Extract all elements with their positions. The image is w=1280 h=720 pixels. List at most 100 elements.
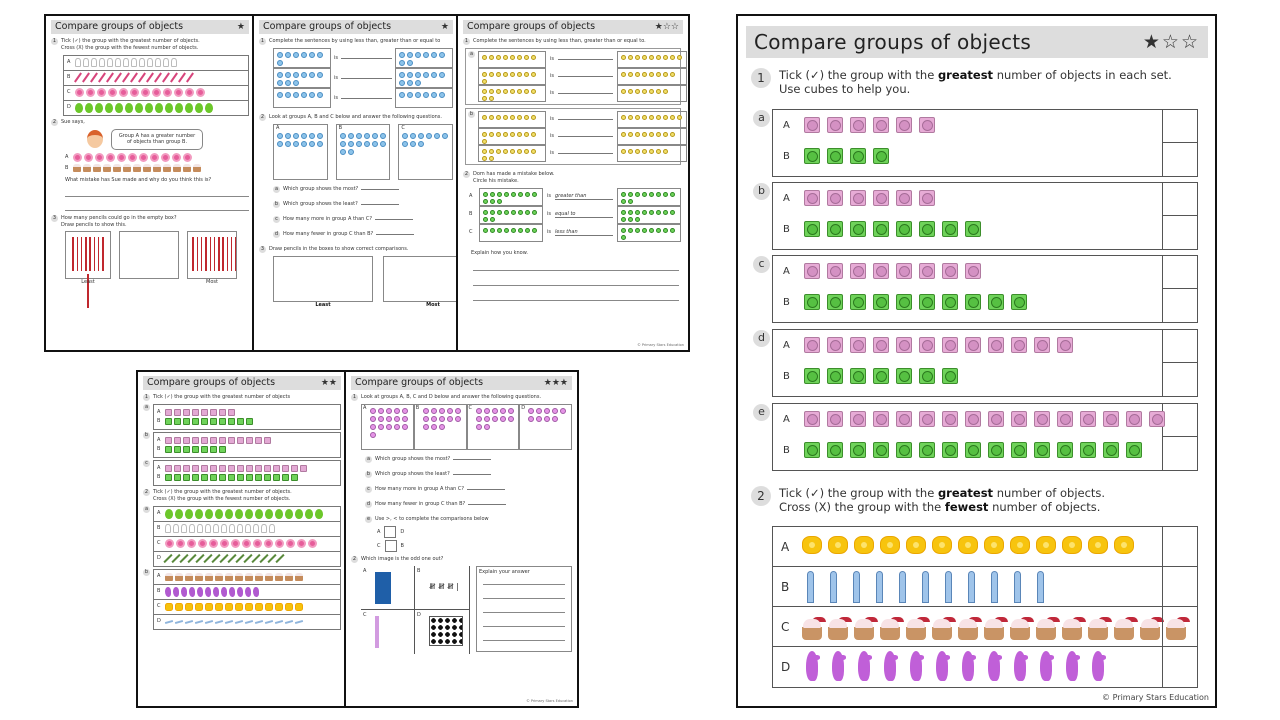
bunny-icon [181,524,187,533]
cube-set-b: b A B [753,182,1198,250]
cupcake-icon [153,164,161,172]
tick-box[interactable] [1162,647,1197,687]
balloon-icon [245,508,253,519]
seahorse-icon [853,651,875,683]
answer-line[interactable] [452,474,491,475]
answer-line[interactable] [468,504,507,505]
answer-line[interactable] [558,119,613,120]
tick-box-A[interactable] [1163,256,1197,289]
set-label: a [753,110,770,127]
bunny-icon [173,524,179,533]
is-label: is [547,229,551,236]
balloon-icon [165,102,173,113]
tick-box-B[interactable] [1163,143,1197,176]
answer-line[interactable] [467,489,506,490]
dot-p-icon [378,408,384,414]
question-text: Draw pencils in the boxes to show correc… [269,246,409,252]
tick-box-B[interactable] [1163,363,1197,396]
cupcake-icon [931,614,953,640]
answer-line[interactable] [558,93,613,94]
cube-row: A [157,465,337,472]
worksheet-3: Compare groups of objects ★☆☆ 1 Complete t… [456,14,690,352]
sub-question-label: c [365,486,372,493]
answer-line[interactable] [558,153,613,154]
worksheet-title: Compare groups of objects [467,20,596,32]
answer-line[interactable] [376,234,415,235]
dot-b-icon [430,72,437,78]
explain-box[interactable]: Explain your answer [476,566,572,652]
tick-box-A[interactable] [1163,330,1197,363]
dot-y-icon [628,149,633,154]
answer-line[interactable] [558,59,613,60]
cupcake-icon [173,164,181,172]
cube-icon [201,474,208,481]
answer-line[interactable] [361,189,400,190]
dot-b-icon [398,72,405,78]
draw-box-most[interactable] [383,256,458,302]
tick-box-B[interactable] [1163,437,1197,470]
question-text: Draw pencils to show this. [61,221,127,228]
tick-box[interactable] [1162,527,1197,566]
answer-line[interactable] [360,204,399,205]
bunny-icon [91,58,97,67]
answer-line[interactable] [473,262,679,272]
sub-question: c How many more in group A than C? [273,216,453,223]
answer-line[interactable] [341,57,392,59]
dot-b-icon [438,92,445,98]
dot-group [478,111,546,128]
tick-box-A[interactable] [1163,110,1197,143]
answer-box[interactable] [384,540,397,552]
tick-box-A[interactable] [1163,183,1197,216]
pflower-icon [220,539,229,548]
copyright: © Primary Stars Education [1102,693,1209,702]
draw-box-least[interactable] [273,256,373,302]
answer-line[interactable] [375,219,414,220]
tick-boxes [1162,330,1197,396]
cube-icon [965,221,981,237]
cube-icon [1103,411,1119,427]
dot-b-icon [301,133,307,139]
cube-row-A: A [783,337,1073,353]
answer-line[interactable] [65,189,249,197]
cupcake-icon [175,572,183,581]
image-D: D [415,610,469,654]
answer-line[interactable] [341,97,392,99]
flower-icon [1061,536,1083,557]
tick-box[interactable] [1162,567,1197,606]
cube-row-B: B [783,442,1142,458]
empty-pencil-box[interactable] [119,231,179,280]
answer-line[interactable] [558,136,613,137]
dot-p-icon [438,408,445,414]
question-text: Explain how you know. [471,249,528,256]
tick-box-B[interactable] [1163,289,1197,322]
dot-g-icon [525,191,530,197]
balloon-icon [185,102,193,113]
bunny-icon [253,524,259,533]
answer-line[interactable] [558,76,613,77]
dot-group [617,145,687,162]
answer-box[interactable] [384,526,397,538]
dot-y-icon [517,149,522,154]
cube-icon [246,437,253,444]
answer-line[interactable] [65,203,249,211]
answer-line[interactable] [341,77,392,79]
dot-y-icon [663,132,668,137]
tick-box[interactable] [1162,607,1197,646]
answer-line[interactable] [473,277,679,287]
set-label: b [468,111,475,118]
dot-g-icon [483,209,488,215]
dot-y-icon [503,72,508,77]
tick-box-A[interactable] [1163,404,1197,437]
cube-icon [1103,442,1119,458]
tick-box-B[interactable] [1163,216,1197,249]
row-label: B [783,296,790,308]
dot-p-icon [491,416,498,422]
answer-line[interactable] [453,459,492,460]
dot-y-icon [482,149,487,154]
cube-icon [192,418,199,425]
question-text: How many fewer in group C than B? [375,501,466,508]
dot-g-icon [621,198,626,204]
answer-line[interactable] [473,292,679,302]
